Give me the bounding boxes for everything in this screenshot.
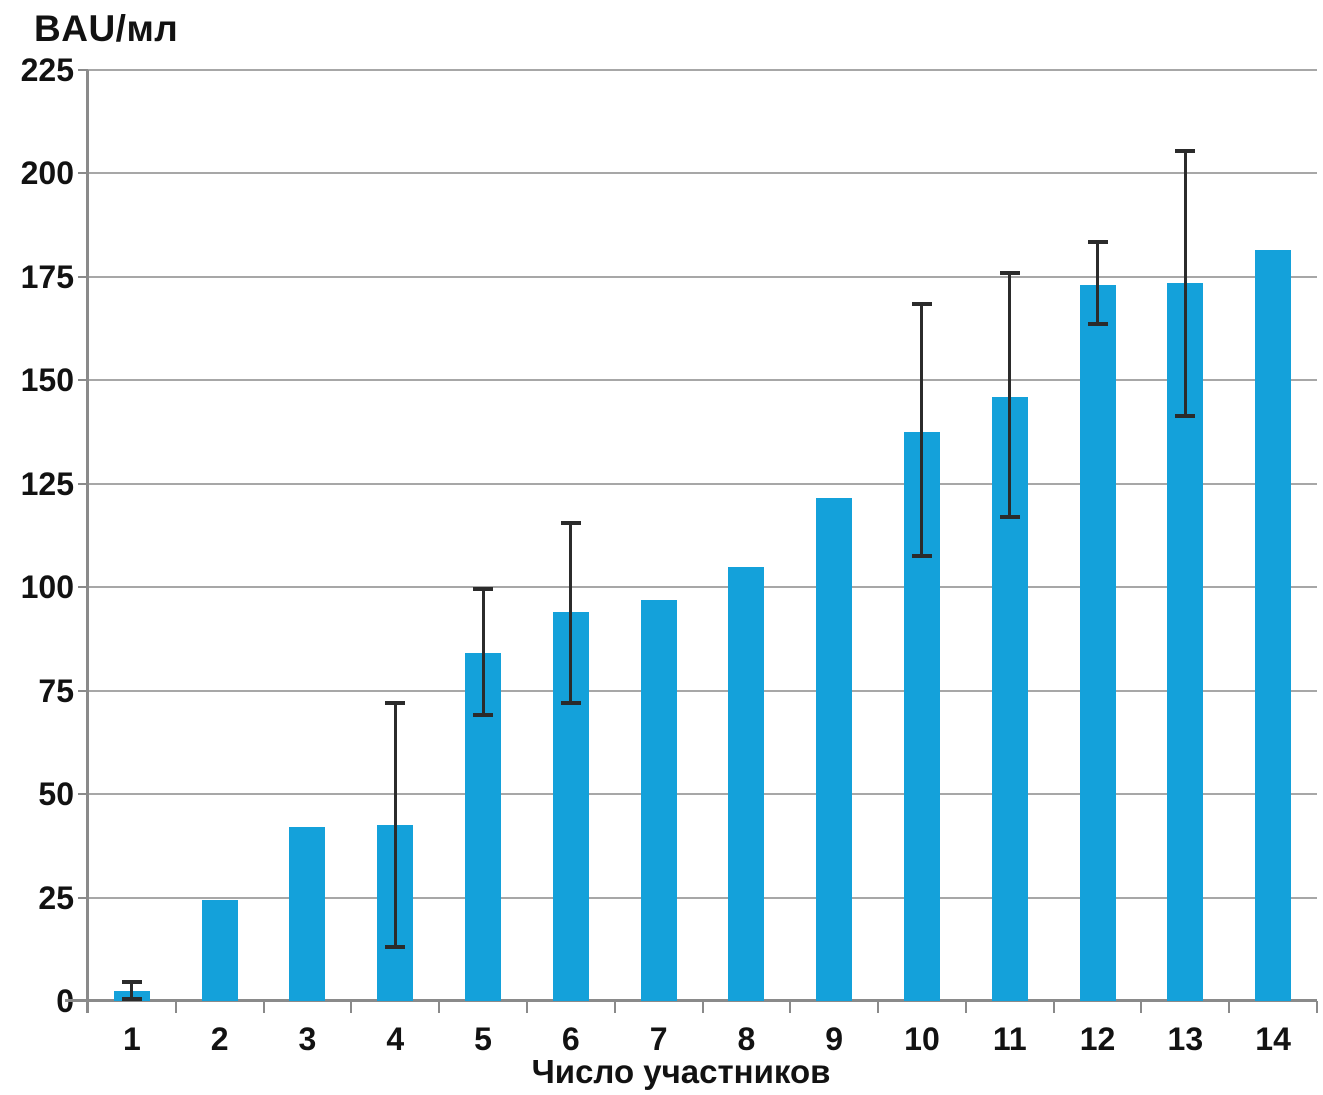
bar-12 [1079, 285, 1116, 1001]
y-tick-label-100: 100 [20, 569, 74, 606]
y-tick-225 [78, 69, 88, 71]
x-tick-3 [350, 1001, 353, 1013]
error-bar-cap-high-4 [385, 701, 406, 706]
chart-title: BAU/мл [34, 8, 179, 49]
error-bar-cap-low-13 [1175, 413, 1196, 418]
gridline-225 [88, 69, 1317, 71]
x-axis-line [65, 999, 1317, 1002]
x-tick-7 [701, 1001, 704, 1013]
error-bar-line-11 [1008, 272, 1012, 517]
x-tick-6 [613, 1001, 616, 1013]
error-bar-line-4 [393, 703, 397, 948]
error-bar-line-5 [481, 589, 485, 716]
x-tick-label-12: 12 [1079, 1021, 1116, 1057]
y-tick-label-175: 175 [20, 258, 74, 295]
gridline-25 [88, 896, 1317, 899]
bar-3 [289, 827, 326, 1001]
y-axis-line [86, 70, 89, 1013]
error-bar-cap-high-11 [999, 270, 1020, 275]
bar-7 [640, 599, 677, 1001]
error-bar-line-13 [1183, 150, 1187, 416]
x-tick-13 [1228, 1001, 1231, 1013]
y-tick-150 [78, 379, 88, 382]
error-bar-cap-high-6 [560, 521, 581, 526]
bar-9 [816, 498, 853, 1001]
error-bar-line-10 [920, 303, 924, 557]
error-bar-cap-high-1 [121, 980, 142, 985]
y-tick-label-25: 25 [38, 879, 74, 916]
gridline-100 [88, 586, 1317, 589]
error-bar-cap-low-10 [911, 554, 932, 559]
x-tick-label-10: 10 [904, 1021, 940, 1057]
error-bar-cap-low-1 [121, 996, 142, 1001]
y-tick-125 [78, 482, 88, 485]
x-tick-4 [438, 1001, 441, 1013]
y-tick-label-200: 200 [20, 155, 74, 192]
x-tick-label-5: 5 [474, 1021, 492, 1057]
gridline-50 [88, 793, 1317, 796]
gridline-125 [88, 482, 1317, 485]
x-tick-0 [87, 1001, 89, 1013]
x-tick-11 [1052, 1001, 1055, 1013]
error-bar-cap-high-13 [1175, 148, 1196, 153]
x-tick-8 [789, 1001, 792, 1013]
y-tick-label-0: 0 [0, 983, 74, 1019]
error-bar-line-6 [569, 523, 573, 704]
x-tick-label-2: 2 [210, 1021, 229, 1057]
x-tick-label-1: 1 [122, 1021, 141, 1057]
x-tick-1 [174, 1001, 177, 1013]
x-tick-label-3: 3 [298, 1021, 317, 1057]
x-tick-label-14: 14 [1255, 1021, 1291, 1057]
x-tick-label-8: 8 [737, 1021, 756, 1057]
error-bar-cap-high-12 [1087, 239, 1108, 244]
x-tick-label-6: 6 [561, 1021, 580, 1057]
y-tick-label-125: 125 [20, 465, 74, 502]
y-tick-200 [78, 172, 88, 175]
y-tick-75 [78, 689, 88, 692]
y-tick-100 [78, 586, 88, 589]
bar-8 [728, 566, 765, 1001]
x-tick-label-9: 9 [825, 1021, 844, 1057]
x-tick-12 [1140, 1001, 1143, 1013]
gridline-200 [88, 172, 1317, 175]
x-tick-14 [1316, 1001, 1318, 1013]
y-tick-label-225: 225 [20, 52, 74, 88]
error-bar-line-12 [1096, 241, 1100, 325]
error-bar-cap-low-5 [473, 713, 494, 718]
x-tick-label-13: 13 [1167, 1021, 1204, 1057]
y-tick-50 [78, 793, 88, 796]
x-tick-10 [964, 1001, 967, 1013]
error-bar-cap-low-12 [1087, 322, 1108, 327]
bar-2 [201, 899, 238, 1001]
error-bar-cap-low-11 [999, 514, 1020, 519]
error-bar-cap-low-6 [560, 701, 581, 706]
error-bar-cap-high-5 [473, 587, 494, 592]
y-tick-label-50: 50 [38, 776, 74, 813]
x-tick-label-11: 11 [992, 1021, 1027, 1057]
y-tick-label-150: 150 [20, 362, 74, 399]
x-tick-5 [525, 1001, 528, 1013]
x-tick-2 [262, 1001, 265, 1013]
y-tick-175 [78, 275, 88, 278]
x-tick-label-4: 4 [386, 1021, 405, 1057]
y-tick-25 [78, 896, 88, 899]
gridline-75 [88, 689, 1317, 692]
gridline-175 [88, 275, 1317, 278]
x-axis-title: Число участников [531, 1053, 831, 1090]
error-bar-cap-low-4 [385, 945, 406, 950]
error-bar-line-1 [130, 982, 134, 999]
y-tick-label-75: 75 [38, 672, 74, 709]
x-tick-9 [877, 1001, 880, 1013]
error-bar-cap-high-10 [911, 301, 932, 306]
gridline-150 [88, 379, 1317, 382]
x-tick-label-7: 7 [649, 1021, 668, 1057]
bar-14 [1255, 249, 1292, 1001]
